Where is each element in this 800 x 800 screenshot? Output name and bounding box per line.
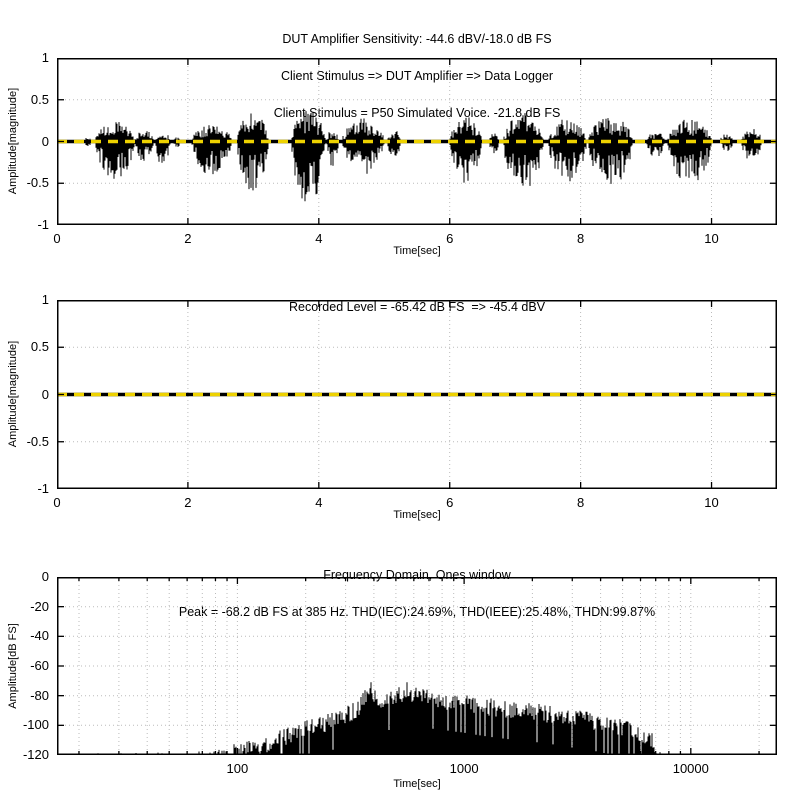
- title-line-recorded-level: Recorded Level = -65.42 dB FS => -45.4 d…: [288, 299, 546, 314]
- y-tick-label: 1: [41, 292, 49, 307]
- y-tick-label: -20: [30, 598, 49, 614]
- x-axis-label: Time[sec]: [393, 245, 441, 257]
- y-tick-label: -1: [37, 481, 49, 496]
- y-tick-label: 0.5: [30, 91, 49, 107]
- x-tick-label: 10: [704, 231, 719, 246]
- x-tick-label: 4: [315, 231, 323, 246]
- stimulus-chart-title: DUT Amplifier Sensitivity: -44.6 dBV/-18…: [57, 8, 777, 144]
- y-tick-label: 1: [41, 50, 49, 65]
- x-tick-label: 2: [184, 231, 192, 246]
- y-tick-label: -0.5: [26, 433, 49, 449]
- x-tick-label: 2: [184, 495, 192, 510]
- x-tick-label: 6: [446, 495, 454, 510]
- y-tick-label: -120: [22, 747, 49, 762]
- title-line-signal-chain: Client Stimulus => DUT Amplifier => Data…: [280, 69, 554, 84]
- x-tick-label: 0: [53, 495, 61, 510]
- y-tick-label: -40: [30, 628, 49, 644]
- y-tick-label: 0: [41, 386, 49, 402]
- y-tick-label: -60: [30, 658, 49, 673]
- x-axis-label: Time[sec]: [393, 778, 441, 790]
- spectrum-plot-canvas: [57, 577, 777, 755]
- y-tick-label: -0.5: [26, 175, 49, 191]
- x-tick-label: 8: [577, 495, 585, 510]
- y-tick-label: 0: [41, 133, 49, 149]
- stimulus-waveform-plot-canvas: [57, 58, 777, 225]
- y-tick-label: 0.5: [30, 339, 49, 355]
- title-line-sensitivity: DUT Amplifier Sensitivity: -44.6 dBV/-18…: [282, 31, 552, 46]
- recorded-level-plot-canvas: [57, 300, 777, 489]
- x-tick-label: 100: [226, 761, 249, 776]
- x-tick-label: 8: [577, 231, 585, 246]
- y-tick-label: -80: [30, 687, 49, 703]
- recorded-level-chart-title: Recorded Level = -65.42 dB FS => -45.4 d…: [57, 276, 777, 338]
- x-axis-label: Time[sec]: [393, 509, 441, 521]
- spectrum-chart-title: Frequency Domain, Ones window Peak = -68…: [57, 544, 777, 643]
- x-tick-label: 0: [53, 231, 61, 246]
- y-tick-label: -1: [37, 217, 49, 232]
- x-tick-label: 6: [446, 231, 454, 246]
- y-tick-label: 0: [41, 569, 49, 584]
- x-tick-label: 4: [315, 495, 323, 510]
- y-tick-label: -100: [22, 717, 49, 733]
- x-tick-label: 1000: [449, 761, 479, 776]
- x-tick-label: 10: [704, 495, 719, 510]
- x-tick-label: 10000: [672, 761, 709, 776]
- title-line-stimulus-level: Client Stimulus = P50 Simulated Voice. -…: [273, 106, 561, 121]
- title-line-peak-thd: Peak = -68.2 dB FS at 385 Hz. THD(IEC):2…: [178, 605, 656, 620]
